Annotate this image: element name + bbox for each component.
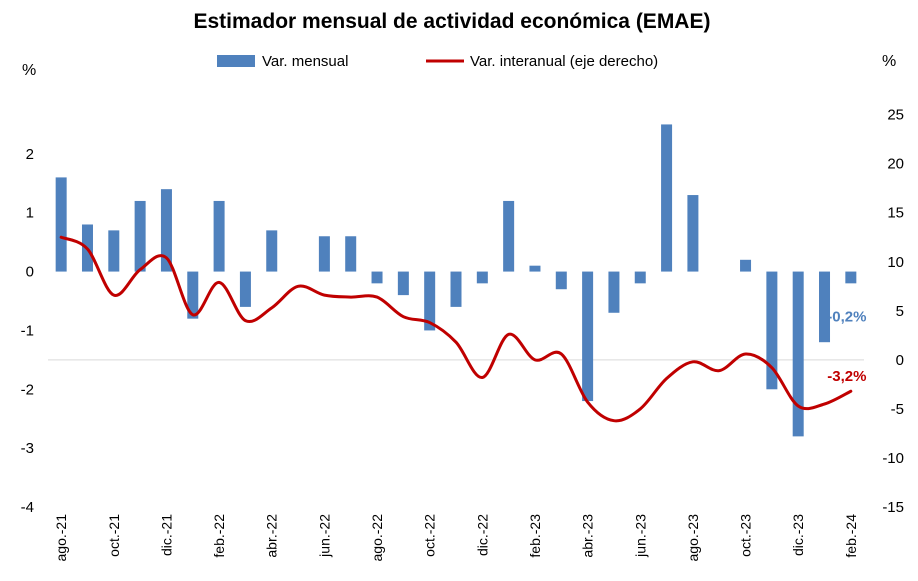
x-tick-label: jun.-22 xyxy=(316,514,332,558)
y-left-tick-label: 2 xyxy=(26,146,34,163)
bar xyxy=(450,271,462,307)
bar xyxy=(134,200,146,272)
bar xyxy=(187,271,199,319)
bar xyxy=(266,230,278,272)
x-tick-label: abr.-23 xyxy=(580,514,596,558)
bar xyxy=(634,271,646,284)
legend-label-bars: Var. mensual xyxy=(262,53,348,70)
y-right-tick-label: 0 xyxy=(896,352,904,369)
y-left-tick-label: 0 xyxy=(26,264,34,281)
bar xyxy=(792,271,804,437)
bar xyxy=(687,195,699,272)
bar xyxy=(582,271,594,402)
bar-series xyxy=(55,124,857,437)
legend-label-line: Var. interanual (eje derecho) xyxy=(470,53,658,70)
y-right-tick-label: 10 xyxy=(887,254,904,271)
y-right-tick-label: 15 xyxy=(887,205,904,222)
bar xyxy=(529,265,541,272)
x-tick-label: dic.-23 xyxy=(790,514,806,556)
x-ticks: ago.-21 oct.-21 dic.-21 feb.-22 abr.-22 jun.-… xyxy=(53,514,859,562)
x-tick-label: dic.-22 xyxy=(474,514,490,556)
y-right-unit: % xyxy=(882,53,896,70)
bar xyxy=(608,271,620,313)
bar xyxy=(397,271,409,296)
x-tick-label: ago.-21 xyxy=(53,514,69,562)
bar xyxy=(213,200,225,272)
bar xyxy=(318,236,330,272)
y-left-ticks: 2 1 0 -1 -2 -3 -4 xyxy=(21,146,34,516)
bar xyxy=(819,271,831,343)
annotation-line-last: -3,2% xyxy=(827,368,866,385)
x-tick-label: ago.-22 xyxy=(369,514,385,562)
x-tick-label: jun.-23 xyxy=(632,514,648,558)
bar xyxy=(503,200,515,272)
bar xyxy=(239,271,251,307)
y-right-tick-label: 20 xyxy=(887,156,904,173)
bar xyxy=(661,124,673,272)
y-right-tick-label: -5 xyxy=(891,401,904,418)
x-tick-label: oct.-22 xyxy=(422,514,438,557)
y-left-tick-label: -1 xyxy=(21,322,34,339)
y-left-tick-label: -3 xyxy=(21,440,34,457)
bar xyxy=(424,271,436,331)
bar xyxy=(555,271,567,290)
chart-title: Estimador mensual de actividad económica… xyxy=(194,10,711,33)
line-series xyxy=(59,235,853,423)
bar xyxy=(55,177,67,272)
x-tick-label: feb.-22 xyxy=(211,514,227,558)
x-tick-label: abr.-22 xyxy=(264,514,280,558)
bar xyxy=(345,236,357,272)
y-right-tick-label: 25 xyxy=(887,107,904,124)
y-left-tick-label: -4 xyxy=(21,499,34,516)
legend-swatch-bars xyxy=(217,55,255,67)
bar xyxy=(476,271,488,284)
y-left-tick-label: -2 xyxy=(21,381,34,398)
y-right-tick-label: -15 xyxy=(882,499,904,516)
x-tick-label: dic.-21 xyxy=(158,514,174,556)
bar xyxy=(160,189,172,272)
x-tick-label: feb.-23 xyxy=(527,514,543,558)
bar xyxy=(108,230,120,272)
y-right-tick-label: -10 xyxy=(882,450,904,467)
bar xyxy=(371,271,383,284)
legend: Var. mensual Var. interanual (eje derech… xyxy=(217,53,658,70)
bar xyxy=(740,259,752,272)
y-right-ticks: 25 20 15 10 5 0 -5 -10 -15 xyxy=(882,107,904,516)
x-tick-label: oct.-21 xyxy=(106,514,122,557)
y-left-unit: % xyxy=(22,62,36,79)
bar xyxy=(766,271,778,390)
y-right-tick-label: 5 xyxy=(896,303,904,320)
x-tick-label: oct.-23 xyxy=(738,514,754,557)
x-tick-label: ago.-23 xyxy=(685,514,701,562)
y-left-tick-label: 1 xyxy=(26,205,34,222)
bar xyxy=(845,271,857,284)
x-tick-label: feb.-24 xyxy=(843,514,859,558)
annotation-bars-last: -0,2% xyxy=(827,308,866,325)
